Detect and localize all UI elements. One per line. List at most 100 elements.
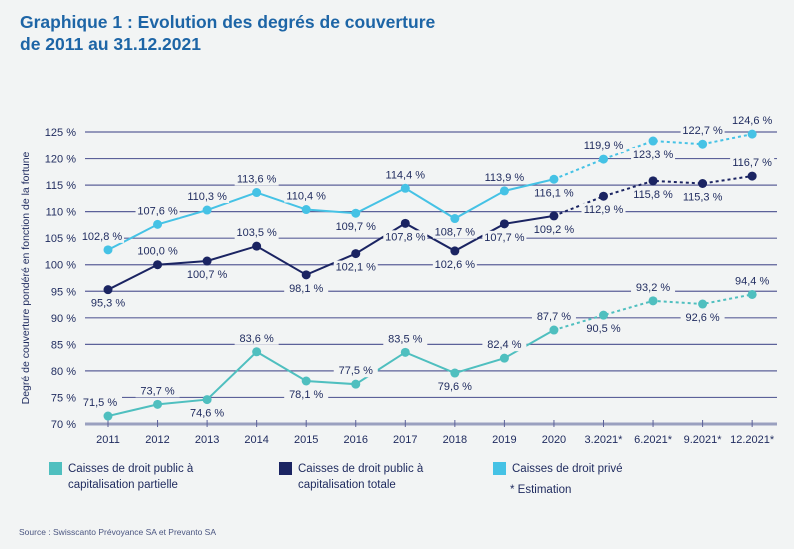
data-point (103, 245, 113, 255)
data-label-bg (581, 139, 626, 153)
data-point (549, 211, 559, 221)
data-point (747, 129, 757, 139)
data-label: 110,3 % (187, 191, 227, 203)
data-label-bg (680, 311, 725, 325)
data-label-bg (185, 406, 230, 420)
data-label: 110,4 % (286, 191, 326, 203)
data-label: 116,1 % (534, 187, 574, 199)
data-point (252, 241, 262, 251)
data-point (103, 285, 113, 295)
data-point (698, 139, 708, 149)
data-label: 115,3 % (683, 191, 723, 203)
data-point (202, 205, 212, 215)
chart-title: Graphique 1 : Evolution des degrés de co… (20, 11, 435, 55)
data-label: 123,3 % (633, 149, 674, 161)
data-label: 102,1 % (336, 262, 377, 274)
x-tick-label: 2019 (492, 434, 516, 446)
data-point (599, 191, 608, 201)
legend-label-partielle: Caisses de droit public à capitalisation… (68, 463, 194, 491)
data-label-bg (135, 244, 180, 258)
data-point (599, 154, 608, 164)
data-point (400, 218, 410, 228)
data-label: 94,4 % (735, 275, 769, 287)
legend-item-partielle: Caisses de droit public à capitalisation… (49, 461, 259, 493)
data-label-bg (730, 156, 775, 170)
x-tick-label: 2015 (294, 434, 318, 446)
x-tick-label: 6.2021* (634, 434, 673, 446)
data-label-bg (234, 172, 279, 186)
y-axis-label: Degré de couverture pondéré en fonction … (20, 151, 32, 404)
data-point (202, 256, 212, 266)
data-point (648, 296, 658, 306)
data-point (499, 186, 509, 196)
x-tick-label: 2018 (443, 434, 467, 446)
data-label-bg (284, 387, 329, 401)
data-label-bg (482, 170, 527, 184)
data-label-bg (78, 396, 122, 410)
data-label-bg (531, 222, 576, 236)
data-label: 108,7 % (435, 227, 476, 239)
data-label: 109,2 % (534, 224, 575, 236)
series-line-1 (107, 214, 555, 291)
data-label-bg (383, 168, 428, 182)
data-label: 119,9 % (584, 140, 624, 152)
data-label-bg (432, 225, 477, 239)
data-label: 73,7 % (140, 385, 174, 397)
data-label: 93,2 % (636, 282, 670, 294)
data-point (549, 325, 559, 335)
legend-label-prive: Caisses de droit privé (512, 463, 623, 475)
y-tick-label: 110 % (46, 207, 77, 219)
data-label-bg (531, 186, 576, 200)
x-tick-label: 12.2021* (730, 434, 775, 446)
y-tick-label: 85 % (51, 339, 76, 351)
data-point (499, 353, 509, 363)
chart-title-line2: de 2011 au 31.12.2021 (20, 34, 201, 54)
data-label-bg (581, 322, 626, 336)
data-label-bg (680, 190, 725, 204)
data-label-bg (631, 187, 676, 201)
data-label: 113,6 % (237, 174, 277, 186)
y-tick-label: 75 % (51, 392, 76, 404)
data-point (450, 214, 460, 224)
data-label: 103,5 % (236, 227, 277, 239)
data-label: 109,7 % (336, 221, 377, 233)
data-point (103, 411, 113, 421)
data-point (301, 376, 311, 386)
data-label-bg (531, 310, 576, 324)
data-label-bg (333, 364, 378, 378)
data-label-bg (482, 338, 527, 352)
data-point (450, 246, 460, 256)
data-point (153, 260, 163, 270)
chart-title-line1: Graphique 1 : Evolution des degrés de co… (20, 12, 436, 32)
data-point (599, 310, 608, 320)
data-label-bg (185, 190, 230, 204)
x-tick-label: 2013 (195, 434, 219, 446)
data-point (301, 270, 311, 280)
data-label-bg (135, 204, 180, 218)
x-tick-label: 2017 (393, 434, 417, 446)
data-label: 100,0 % (137, 246, 178, 258)
data-point (698, 299, 708, 309)
data-label: 95,3 % (91, 298, 125, 310)
y-tick-label: 125 % (45, 127, 76, 139)
data-point (648, 136, 658, 146)
data-label-bg (185, 268, 230, 282)
data-label: 107,6 % (137, 205, 178, 217)
data-label-bg (581, 203, 626, 217)
data-point (202, 395, 212, 405)
data-label: 87,7 % (537, 311, 571, 323)
data-label-bg (631, 280, 676, 294)
estimation-note: * Estimation (510, 484, 572, 496)
data-label: 82,4 % (487, 339, 521, 351)
legend-swatch-totale (279, 462, 292, 475)
data-label-bg (333, 220, 378, 234)
data-point (450, 368, 460, 378)
data-point (351, 379, 361, 389)
data-label: 92,6 % (685, 312, 719, 324)
y-tick-label: 100 % (45, 260, 76, 272)
data-point (549, 174, 559, 184)
data-label: 77,5 % (339, 365, 373, 377)
data-point (153, 399, 163, 409)
legend-label-totale: Caisses de droit public à capitalisation… (298, 463, 424, 491)
